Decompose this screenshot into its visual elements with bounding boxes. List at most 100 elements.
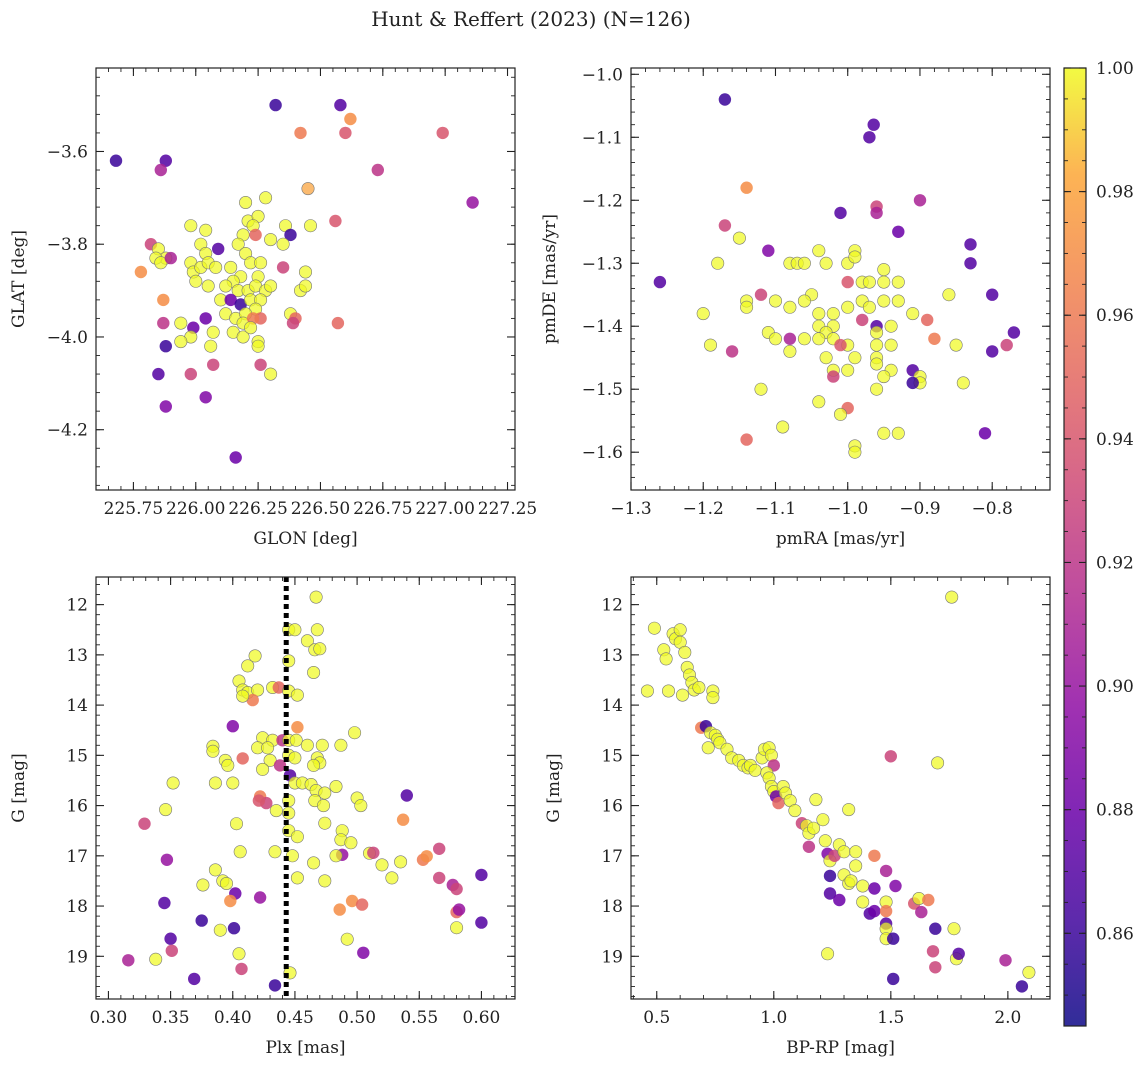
x-tick-label: −1.2 (683, 499, 724, 519)
scatter-point (288, 751, 302, 765)
scatter-point (160, 853, 174, 866)
scatter-point (220, 876, 234, 890)
y-tick-label: 18 (601, 897, 623, 917)
scatter-point (768, 332, 782, 346)
scatter-point (862, 300, 876, 314)
scatter-point (768, 294, 782, 308)
scatter-point (812, 307, 826, 321)
scatter-point (986, 288, 999, 301)
scatter-point (877, 275, 891, 289)
scatter-point (259, 191, 273, 205)
scatter-point (964, 238, 977, 251)
scatter-point (870, 325, 884, 339)
x-tick-label: −1.1 (755, 499, 796, 519)
axes-frame (630, 67, 1051, 491)
scatter-point (842, 803, 856, 817)
scatter-point (823, 869, 837, 883)
y-tick-label: 16 (66, 797, 88, 817)
scatter-point (285, 849, 299, 863)
scatter-point (263, 753, 277, 767)
scatter-point (199, 223, 213, 237)
scatter-point (159, 400, 172, 413)
scatter-point (754, 288, 768, 301)
x-tick-label: 0.30 (90, 1008, 128, 1028)
y-tick-label: 15 (601, 746, 623, 766)
scatter-point (329, 849, 343, 863)
colorbar-tick-label: 0.88 (1096, 801, 1134, 821)
colorbar-tick-label: 0.96 (1096, 306, 1134, 326)
scatter-point (236, 330, 250, 344)
scatter-point (224, 894, 237, 908)
scatter-point (334, 738, 348, 752)
scatter-point (288, 623, 302, 637)
scatter-point (307, 856, 321, 870)
x-tick-label: 0.50 (338, 1008, 376, 1028)
x-axis-ticks: 225.75 226.00 226.25 226.50 226.75 227.00 227.… (95, 68, 537, 519)
scatter-point (122, 954, 135, 967)
scatter-point (1000, 338, 1013, 352)
scatter-point (246, 693, 259, 707)
scatter-point (272, 681, 285, 694)
scatter-point (945, 590, 959, 604)
scatter-panel-plx-g: 0.30 0.35 0.40 0.45 0.50 0.55 0.60 12 13 14 15 16 17… (9, 576, 516, 1058)
scatter-point (333, 903, 346, 916)
scatter-point (189, 274, 203, 288)
scatter-point (891, 275, 905, 289)
scatter-point (884, 750, 897, 763)
scatter-point (926, 945, 940, 958)
scatter-point (252, 794, 266, 807)
scatter-point (331, 316, 345, 330)
scatter-point (706, 691, 720, 705)
scatter-point (236, 689, 250, 703)
scatter-point (867, 118, 880, 131)
scatter-point (249, 228, 262, 242)
figure-title: Hunt & Reffert (2023) (N=126) (371, 7, 691, 31)
scatter-point (833, 407, 847, 421)
scatter-point (159, 154, 172, 167)
scatter-point (294, 126, 307, 140)
scatter-point (241, 659, 255, 673)
x-tick-label: 1.0 (760, 1008, 787, 1028)
scatter-point (816, 813, 830, 827)
x-axis-label: Plx [mas] (265, 1038, 345, 1058)
axes-frame (95, 576, 516, 1000)
scatter-point (696, 307, 710, 321)
scatter-point (827, 370, 840, 383)
scatter-point (797, 256, 811, 270)
scatter-point (206, 325, 220, 339)
scatter-point (224, 293, 237, 307)
scatter-point (906, 376, 919, 390)
scatter-point (1022, 965, 1036, 979)
scatter-point (844, 874, 858, 888)
scatter-point (244, 321, 258, 335)
scatter-point (209, 260, 223, 274)
scatter-point (837, 845, 851, 859)
scatter-point (286, 316, 300, 330)
scatter-point (856, 879, 870, 893)
scatter-point (834, 206, 847, 220)
scatter-point (450, 921, 464, 935)
scatter-point (152, 367, 165, 381)
scatter-point (870, 357, 884, 371)
scatter-point (339, 126, 352, 140)
scatter-point (921, 313, 934, 327)
scatter-point (848, 351, 862, 365)
scatter-point (812, 332, 826, 346)
scatter-point (849, 845, 863, 859)
scatter-point (889, 879, 902, 893)
scatter-point (870, 206, 883, 220)
x-tick-label: −0.9 (899, 499, 940, 519)
x-tick-label: −1.3 (610, 499, 651, 519)
colorbar-gradient (1064, 68, 1086, 1026)
scatter-point (819, 256, 833, 270)
colorbar-tick-label: 0.92 (1096, 553, 1134, 573)
x-tick-label: 2.0 (994, 1008, 1021, 1028)
scatter-point (678, 645, 692, 659)
scatter-point (264, 233, 278, 247)
scatter-point (947, 922, 961, 936)
scatter-point (783, 344, 797, 358)
x-tick-label: 0.45 (276, 1008, 314, 1028)
scatter-point (964, 257, 977, 270)
scatter-point (841, 275, 854, 289)
scatter-point (868, 882, 881, 895)
